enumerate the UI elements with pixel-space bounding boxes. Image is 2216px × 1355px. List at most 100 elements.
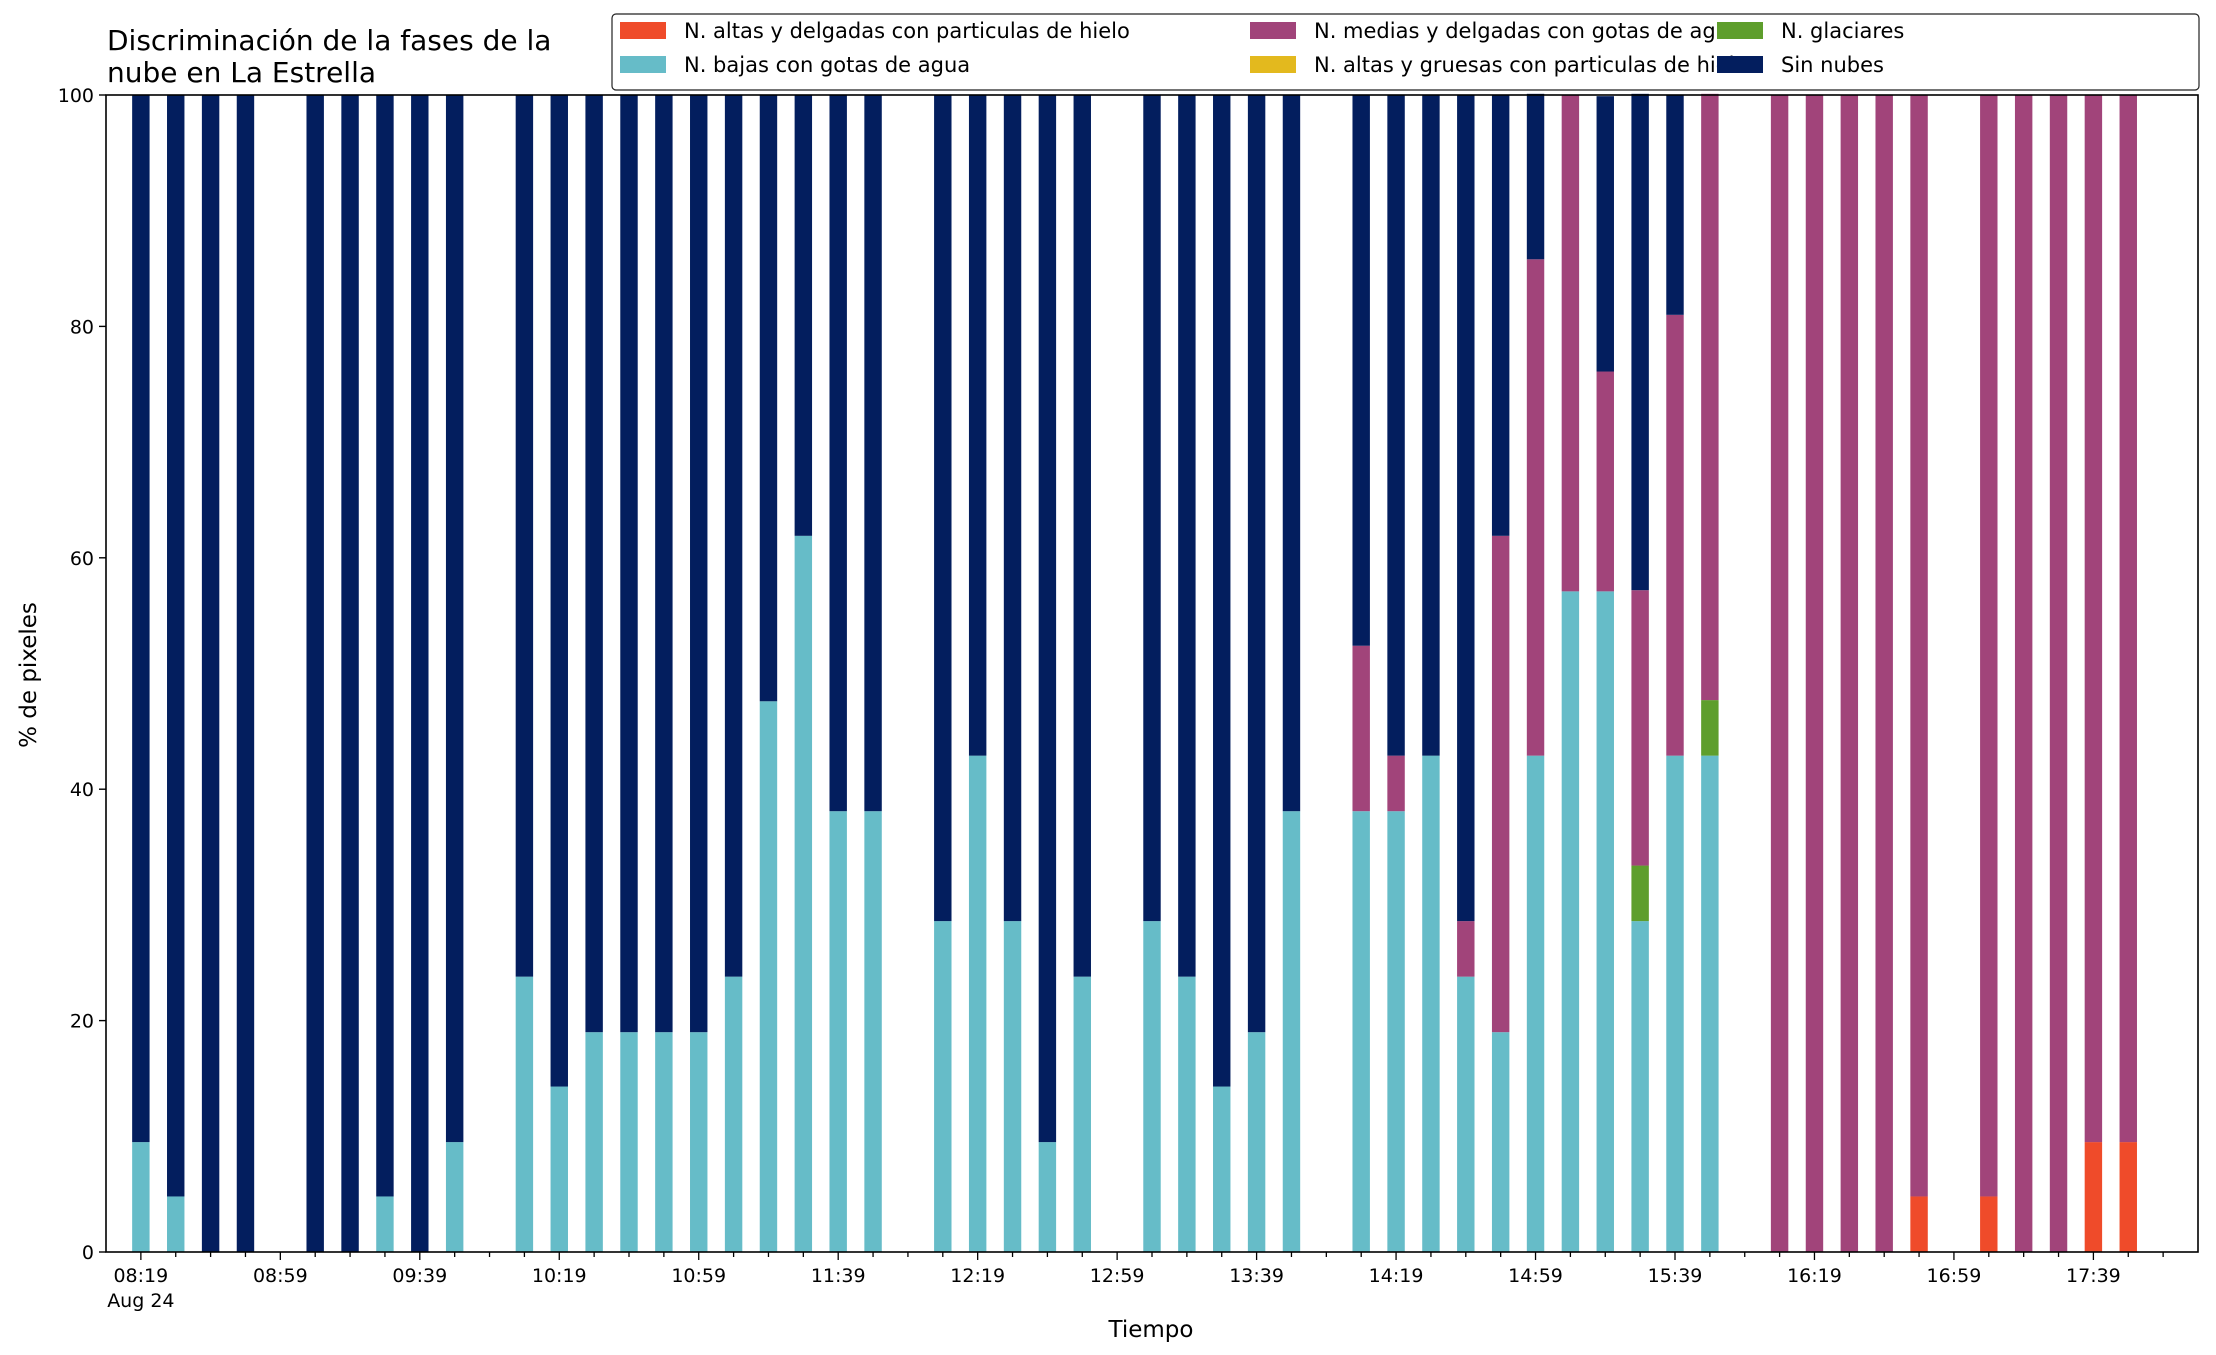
bar-segment [1526,259,1545,756]
bar-segment [620,95,638,1033]
legend-label: N. glaciares [1781,19,1904,43]
bar-segment [968,95,987,756]
bar-segment [1666,314,1684,756]
legend-label: N. medias y delgadas con gotas de agua [1314,19,1742,43]
bar-segment [2084,1142,2103,1252]
bar-segment [620,1032,638,1252]
bar-segment [1631,921,1649,1252]
bar-segment [132,95,150,1143]
bar-segment [411,95,429,1252]
bar-segment [2084,95,2103,1143]
bar-segment [1213,95,1231,1087]
bar-segment [1282,811,1301,1252]
bar-segment [341,95,359,1252]
legend: N. altas y delgadas con particulas de hi… [611,13,2200,91]
bar-segment [1352,645,1370,812]
bar-segment [1038,95,1057,1143]
bar-segment [1491,95,1510,536]
bar-segment [690,95,708,1033]
legend-label: N. bajas con gotas de agua [684,53,970,77]
bar-segment [1073,95,1091,977]
bar-segment [1770,95,1789,1252]
bar-segment [1910,95,1928,1197]
bar-segment [1701,700,1719,756]
bar-segment [1910,1196,1928,1252]
y-tick-label: 100 [58,85,94,107]
bar-segment [1038,1142,1057,1252]
x-axis: 08:19 08:59 09:39 10:19 10:59 11:39 12:19 12:59… [107,1252,2164,1312]
legend-swatch [1250,22,1296,39]
bar-segment [1457,95,1475,922]
x-tick-label: 08:19 [113,1265,168,1287]
bar-segment [1352,95,1370,646]
bar-segment [1003,95,1022,922]
bar-segment [1178,95,1196,977]
bar-segment [1352,811,1370,1252]
bar-segment [829,95,847,812]
bar-segment [236,95,255,1252]
bar-segment [1143,95,1161,922]
bar-segment [1631,93,1649,591]
bar-segment [1596,591,1614,1252]
bar-segment [1247,1032,1266,1252]
bar-segment [1422,755,1440,1252]
bar-segment [968,755,987,1252]
bar-segment [1387,755,1405,812]
legend-swatch [1250,56,1296,73]
bar-segment [376,95,394,1197]
bar-segment [2119,1142,2137,1252]
bar-segment [934,95,952,922]
bar-segment [759,95,778,702]
bar-segment [445,95,464,1143]
x-tick-label: 15:39 [1648,1265,1703,1287]
x-tick-label: 09:39 [392,1265,447,1287]
bar-segment [1422,95,1440,756]
x-date-label: Aug 24 [107,1290,174,1312]
bar-segment [132,1142,150,1252]
bar-segment [1561,95,1580,592]
bar-segment [1491,535,1510,1033]
y-tick-label: 60 [70,548,94,570]
y-tick-label: 80 [70,316,94,338]
bar-segment [829,811,847,1252]
x-tick-label: 12:19 [950,1265,1005,1287]
bar-segment [1178,976,1196,1252]
bar-segment [1561,591,1580,1252]
bar-segment [724,95,743,977]
bar-segment [1980,95,1998,1197]
bar-segment [1073,976,1091,1252]
legend-label: N. altas y delgadas con particulas de hi… [684,19,1130,43]
bar-segment [306,95,324,1252]
bar-segment [167,95,185,1197]
bar-segment [794,535,813,1252]
bar-segment [934,921,952,1252]
bar-segment [1805,95,1824,1252]
bar-segment [550,95,568,1087]
bar-segment [515,95,534,977]
bar-segment [1666,755,1684,1252]
bar-segment [515,976,534,1252]
legend-swatch [1717,56,1763,73]
bar-segment [1143,921,1161,1252]
bar-segment [1282,95,1301,812]
bar-segment [1003,921,1022,1252]
bar-segment [167,1196,185,1252]
bar-segment [585,95,603,1033]
bar-segment [1666,95,1684,315]
bar-segment [201,95,220,1252]
bar-segment [690,1032,708,1252]
bar-segment [1457,921,1475,977]
bar-segment [655,1032,673,1252]
bar-segment [759,701,778,1252]
bar-segment [2119,95,2137,1143]
bar-segment [794,95,813,536]
x-tick-label: 16:59 [1927,1265,1982,1287]
y-axis: 0 20 40 60 80 100 [58,85,106,1264]
x-axis-label: Tiempo [1108,1317,1194,1343]
bar-segment [550,1086,568,1252]
x-tick-label: 14:59 [1508,1265,1563,1287]
bar-segment [1526,755,1545,1252]
bar-segment [1526,93,1545,260]
bar-segment [2049,95,2068,1252]
legend-box [611,13,2200,91]
